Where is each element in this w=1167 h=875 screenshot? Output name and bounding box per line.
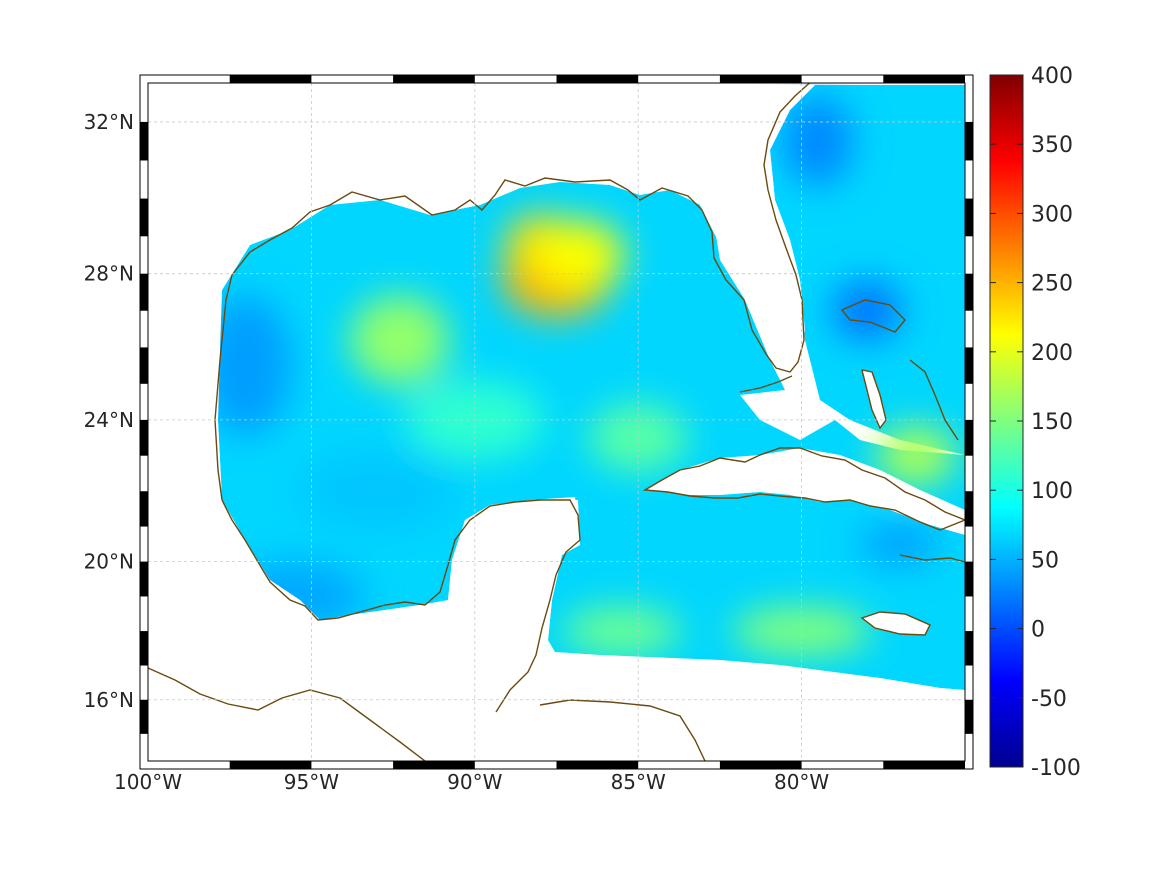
colorbar-tick-label: 250 <box>1031 272 1073 297</box>
colorbar-tick-label: -100 <box>1031 756 1081 781</box>
longitude-tick-label: 90°W <box>447 770 502 794</box>
field-anomaly <box>534 220 625 291</box>
frame-segment <box>140 419 148 456</box>
longitude-tick-label: 100°W <box>114 770 182 794</box>
latitude-labels: 16°N 20°N 24°N 28°N 32°N <box>84 110 134 712</box>
frame-segment <box>719 761 802 769</box>
longitude-tick-label: 80°W <box>774 770 829 794</box>
field-anomaly <box>349 295 450 386</box>
frame-segment <box>719 75 802 83</box>
frame-segment <box>140 121 148 161</box>
coastlines <box>148 83 965 761</box>
field-anomaly <box>561 606 682 657</box>
latitude-tick-label: 32°N <box>84 110 134 134</box>
longitude-tick-label: 85°W <box>611 770 666 794</box>
mexico-gulf-coastline <box>221 499 581 713</box>
cuba-land <box>645 448 965 535</box>
mexico-land <box>148 500 965 761</box>
longitude-tick-label: 95°W <box>284 770 339 794</box>
longitude-labels: 100°W 95°W 90°W 85°W 80°W <box>114 770 829 794</box>
frame-segment <box>140 347 148 384</box>
frame-segment <box>965 273 973 311</box>
field-anomaly <box>875 425 956 486</box>
jamaica-coastline <box>860 611 931 636</box>
hispaniola-coastline <box>899 554 965 563</box>
colorbar-tick-label: 0 <box>1031 618 1045 643</box>
florida-land <box>690 85 815 370</box>
keys-coastline <box>739 375 793 393</box>
frame-segment <box>140 273 148 311</box>
data-field <box>148 83 965 761</box>
colorbar-tick-label: 400 <box>1031 64 1073 89</box>
colorbar-tick-label: 200 <box>1031 341 1073 366</box>
field-anomaly <box>859 524 940 565</box>
latitude-tick-label: 28°N <box>84 262 134 286</box>
frame-segment <box>965 121 973 161</box>
frame-segment <box>883 761 965 769</box>
colorbar: 400 350 300 250 200 150 100 50 0 -50 -100 <box>989 64 1081 781</box>
frame-segment <box>965 631 973 666</box>
colorbar-tick-label: -50 <box>1031 687 1067 712</box>
us-gulf-coastline <box>214 83 811 501</box>
map-frame <box>139 74 974 770</box>
frame-segment <box>229 75 312 83</box>
latitude-tick-label: 20°N <box>84 550 134 574</box>
frame-segment <box>965 419 973 456</box>
frame-segment <box>965 198 973 237</box>
colorbar-tick-label: 150 <box>1031 410 1073 435</box>
frame-segment <box>140 699 148 734</box>
latitude-tick-label: 24°N <box>84 408 134 432</box>
frame-segment <box>140 561 148 597</box>
us-coast-land <box>148 83 700 500</box>
frame-segment <box>393 761 475 769</box>
frame-segment <box>883 75 965 83</box>
frame-segment <box>965 491 973 527</box>
frame-segment <box>965 699 973 734</box>
colorbar-tick-label: 300 <box>1031 202 1073 227</box>
colorbar-tick-label: 100 <box>1031 479 1073 504</box>
graticule <box>148 83 965 761</box>
frame-segment <box>965 561 973 597</box>
field-anomaly <box>782 96 853 187</box>
colorbar-tick-label: 350 <box>1031 133 1073 158</box>
cuba-coastline <box>642 447 965 531</box>
field-anomaly <box>296 451 457 532</box>
frame-segment <box>556 75 639 83</box>
field-anomaly <box>831 280 902 341</box>
frame-segment <box>140 491 148 527</box>
frame-segment <box>140 631 148 666</box>
latitude-tick-label: 16°N <box>84 688 134 712</box>
yucatan-land <box>418 497 580 700</box>
frame-segment <box>556 761 639 769</box>
colorbar-tick-label: 50 <box>1031 548 1059 573</box>
frame-segment <box>393 75 475 83</box>
central-america-coastline <box>148 667 426 761</box>
frame-segment <box>140 198 148 237</box>
andros-land <box>862 370 886 428</box>
frame-segment <box>229 761 312 769</box>
bahamas-coastline <box>840 299 906 333</box>
colorbar-ticks: 400 350 300 250 200 150 100 50 0 -50 -100 <box>990 64 1081 781</box>
eleuthera-coastline <box>909 359 959 441</box>
frame-segment <box>965 347 973 384</box>
